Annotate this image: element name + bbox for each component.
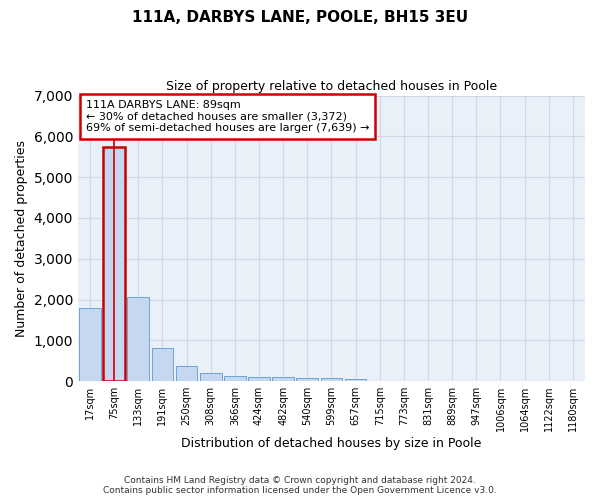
Bar <box>152 348 173 381</box>
Bar <box>345 379 367 381</box>
Bar <box>127 297 149 381</box>
Bar <box>248 377 270 381</box>
Bar <box>272 377 294 381</box>
Text: 111A, DARBYS LANE, POOLE, BH15 3EU: 111A, DARBYS LANE, POOLE, BH15 3EU <box>132 10 468 25</box>
Bar <box>176 366 197 381</box>
Bar <box>296 378 318 381</box>
Bar <box>224 376 246 381</box>
Bar <box>103 146 125 381</box>
Y-axis label: Number of detached properties: Number of detached properties <box>15 140 28 337</box>
Bar <box>320 378 343 381</box>
Bar <box>200 372 221 381</box>
Bar <box>79 308 101 381</box>
X-axis label: Distribution of detached houses by size in Poole: Distribution of detached houses by size … <box>181 437 482 450</box>
Text: Contains HM Land Registry data © Crown copyright and database right 2024.
Contai: Contains HM Land Registry data © Crown c… <box>103 476 497 495</box>
Title: Size of property relative to detached houses in Poole: Size of property relative to detached ho… <box>166 80 497 93</box>
Text: 111A DARBYS LANE: 89sqm
← 30% of detached houses are smaller (3,372)
69% of semi: 111A DARBYS LANE: 89sqm ← 30% of detache… <box>86 100 369 133</box>
